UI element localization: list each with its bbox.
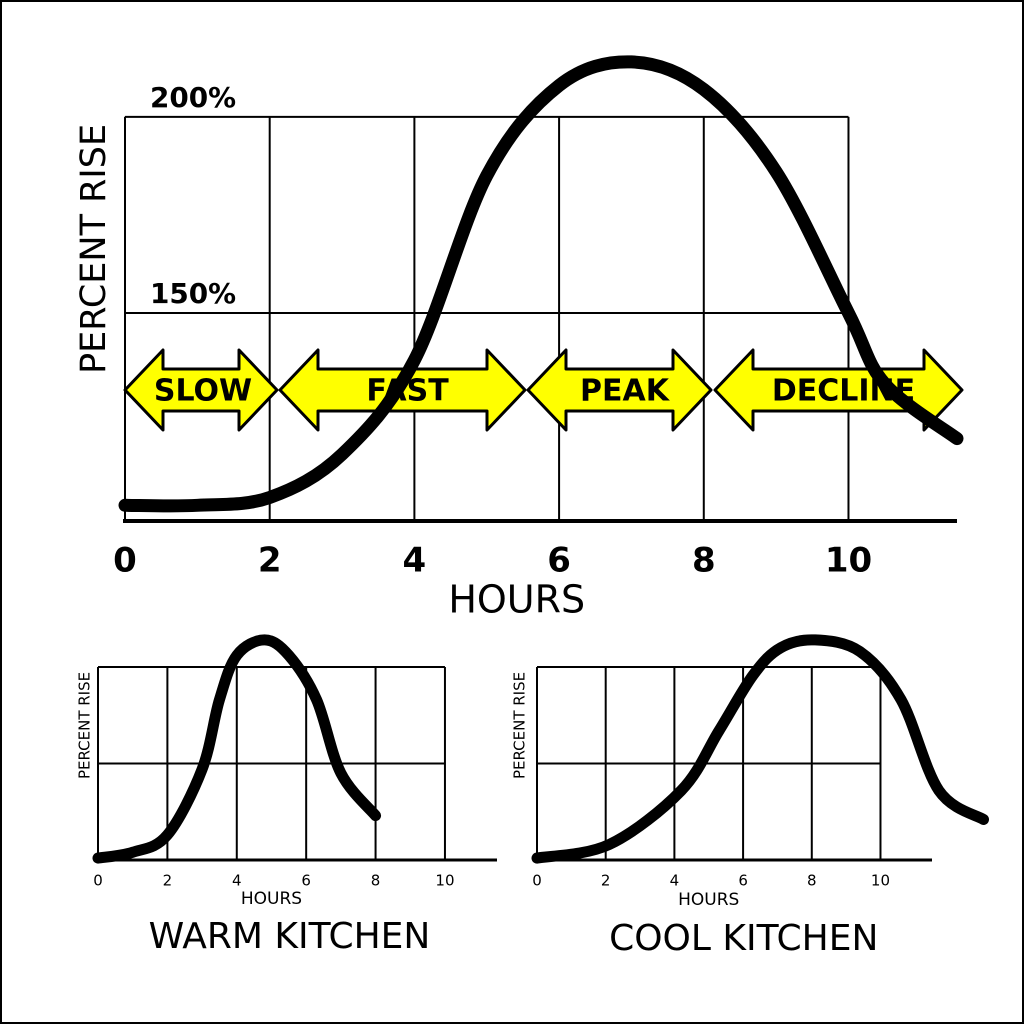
range-arrow	[526, 348, 713, 432]
range-label: SLOW	[154, 374, 252, 409]
y-tick-label: 150%	[150, 277, 236, 310]
x-tick-label: 6	[738, 872, 748, 890]
x-tick-label: 10	[825, 541, 872, 581]
range-arrow	[713, 348, 964, 432]
chart-title: COOL KITCHEN	[609, 918, 878, 959]
x-tick-label: 6	[547, 541, 571, 581]
rise-curve	[118, 55, 964, 513]
x-axis-label: HOURS	[448, 578, 585, 622]
x-tick-label: 0	[93, 872, 103, 890]
x-tick-label: 2	[163, 872, 173, 890]
x-tick-label: 2	[601, 872, 611, 890]
y-axis-label: PERCENT RISE	[511, 672, 529, 779]
x-tick-label: 8	[692, 541, 716, 581]
x-tick-label: 2	[258, 541, 282, 581]
range-arrow	[123, 348, 279, 432]
rise-curve	[531, 634, 990, 864]
x-tick-label: 8	[807, 872, 817, 890]
x-tick-label: 6	[301, 872, 311, 890]
x-tick-label: 4	[670, 872, 680, 890]
range-label: PEAK	[580, 374, 671, 409]
rise-curve	[92, 634, 382, 864]
x-tick-label: 0	[113, 541, 137, 581]
y-tick-label: 200%	[150, 81, 236, 114]
x-tick-label: 10	[871, 872, 890, 890]
x-tick-label: 8	[371, 872, 381, 890]
chart-title: WARM KITCHEN	[149, 916, 431, 957]
x-tick-label: 10	[435, 872, 454, 890]
x-axis-label: HOURS	[678, 890, 739, 910]
x-tick-label: 4	[232, 872, 242, 890]
y-axis-label: PERCENT RISE	[74, 124, 114, 374]
x-tick-label: 4	[403, 541, 427, 581]
x-tick-label: 0	[532, 872, 542, 890]
y-axis-label: PERCENT RISE	[76, 672, 94, 779]
x-axis-label: HOURS	[241, 889, 302, 909]
